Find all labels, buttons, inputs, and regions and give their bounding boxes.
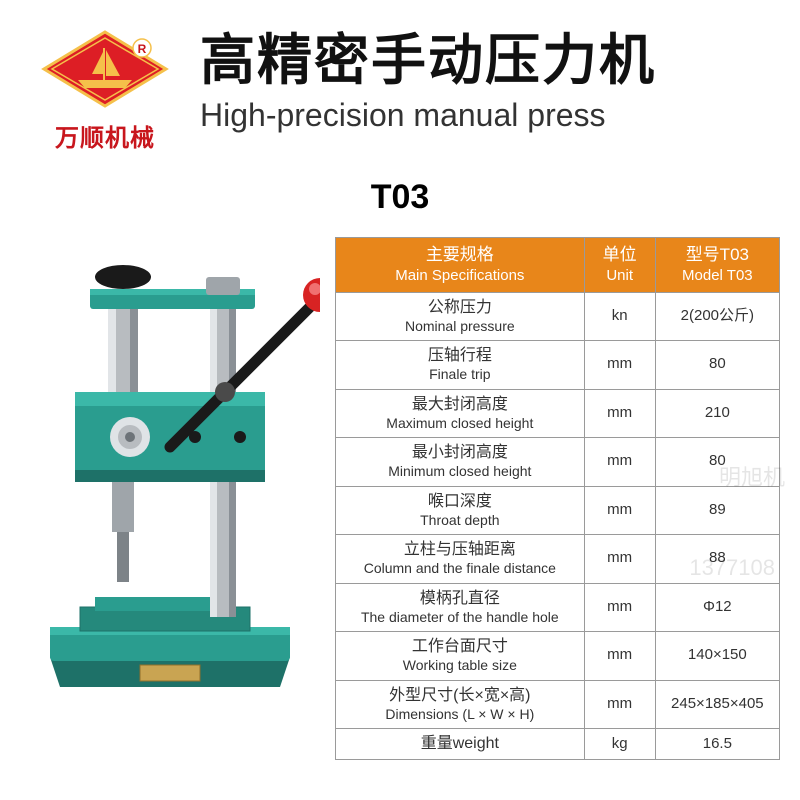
th-spec: 主要规格 Main Specifications xyxy=(336,238,585,293)
cell-value: Φ12 xyxy=(655,583,779,632)
cell-unit: mm xyxy=(584,680,655,729)
table-row: 重量weightkg16.5 xyxy=(336,729,780,760)
title-block: 高精密手动压力机 High-precision manual press xyxy=(180,30,770,134)
cell-unit: kg xyxy=(584,729,655,760)
cell-value: 140×150 xyxy=(655,632,779,681)
cell-spec: 重量weight xyxy=(336,729,585,760)
cell-value: 80 xyxy=(655,438,779,487)
table-row: 最大封闭高度Maximum closed heightmm210 xyxy=(336,389,780,438)
logo-block: R 万顺机械 xyxy=(30,30,180,153)
cell-unit: mm xyxy=(584,486,655,535)
logo-brand-text: 万顺机械 xyxy=(30,118,180,153)
cell-unit: kn xyxy=(584,292,655,341)
cell-spec: 公称压力Nominal pressure xyxy=(336,292,585,341)
cell-value: 16.5 xyxy=(655,729,779,760)
th-value: 型号T03 Model T03 xyxy=(655,238,779,293)
cell-value: 80 xyxy=(655,341,779,390)
table-row: 喉口深度Throat depthmm89 xyxy=(336,486,780,535)
cell-spec: 工作台面尺寸Working table size xyxy=(336,632,585,681)
table-row: 公称压力Nominal pressurekn2(200公斤) xyxy=(336,292,780,341)
cell-unit: mm xyxy=(584,583,655,632)
logo-badge-icon: R xyxy=(40,30,170,108)
cell-value: 89 xyxy=(655,486,779,535)
cell-spec: 压轴行程Finale trip xyxy=(336,341,585,390)
press-illustration-icon xyxy=(20,237,320,707)
cell-value: 210 xyxy=(655,389,779,438)
cell-value: 245×185×405 xyxy=(655,680,779,729)
cell-value: 88 xyxy=(655,535,779,584)
spec-table: 主要规格 Main Specifications 单位 Unit 型号T03 M… xyxy=(335,237,780,760)
cell-spec: 最小封闭高度Minimum closed height xyxy=(336,438,585,487)
cell-spec: 模柄孔直径The diameter of the handle hole xyxy=(336,583,585,632)
table-row: 立柱与压轴距离Column and the finale distancemm8… xyxy=(336,535,780,584)
cell-spec: 最大封闭高度Maximum closed height xyxy=(336,389,585,438)
cell-spec: 立柱与压轴距离Column and the finale distance xyxy=(336,535,585,584)
model-code: T03 xyxy=(0,178,800,217)
content-row: 主要规格 Main Specifications 单位 Unit 型号T03 M… xyxy=(0,217,800,760)
table-row: 外型尺寸(长×宽×高)Dimensions (L × W × H)mm245×1… xyxy=(336,680,780,729)
title-cn: 高精密手动压力机 xyxy=(200,30,770,91)
table-header-row: 主要规格 Main Specifications 单位 Unit 型号T03 M… xyxy=(336,238,780,293)
cell-spec: 喉口深度Throat depth xyxy=(336,486,585,535)
cell-unit: mm xyxy=(584,438,655,487)
table-row: 工作台面尺寸Working table sizemm140×150 xyxy=(336,632,780,681)
cell-unit: mm xyxy=(584,341,655,390)
cell-unit: mm xyxy=(584,632,655,681)
cell-spec: 外型尺寸(长×宽×高)Dimensions (L × W × H) xyxy=(336,680,585,729)
cell-unit: mm xyxy=(584,389,655,438)
header: R 万顺机械 高精密手动压力机 High-precision manual pr… xyxy=(0,0,800,153)
th-unit: 单位 Unit xyxy=(584,238,655,293)
table-row: 压轴行程Finale tripmm80 xyxy=(336,341,780,390)
table-row: 最小封闭高度Minimum closed heightmm80 xyxy=(336,438,780,487)
cell-value: 2(200公斤) xyxy=(655,292,779,341)
svg-text:R: R xyxy=(138,42,147,56)
table-row: 模柄孔直径The diameter of the handle holemmΦ1… xyxy=(336,583,780,632)
cell-unit: mm xyxy=(584,535,655,584)
title-en: High-precision manual press xyxy=(200,97,770,134)
